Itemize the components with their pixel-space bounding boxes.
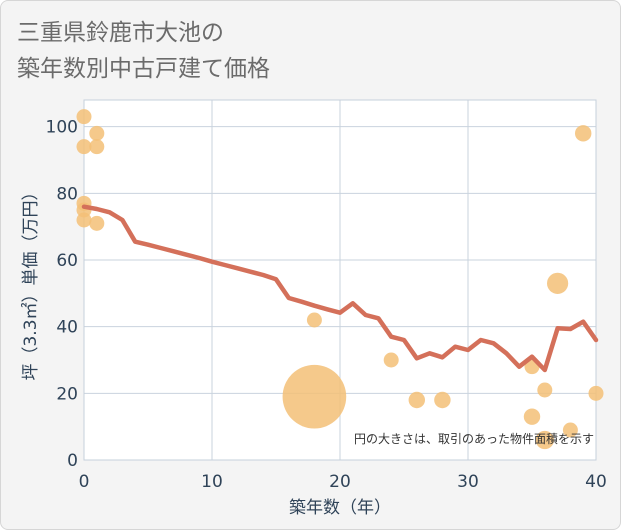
data-point — [89, 125, 105, 141]
data-point — [434, 391, 451, 409]
data-point — [306, 312, 322, 328]
size-annotation: 円の大きさは、取引のあった物件面積を示す — [354, 431, 594, 446]
data-point — [383, 352, 399, 368]
x-tick-label: 30 — [457, 472, 479, 492]
chart-title: 三重県鈴鹿市大池の 築年数別中古戸建て価格 — [17, 20, 270, 82]
data-point — [408, 391, 426, 409]
data-point — [523, 408, 541, 425]
y-tick-label: 20 — [56, 384, 78, 404]
data-point — [76, 109, 92, 125]
y-axis-title: 坪（3.3㎡）単価（万円） — [21, 183, 41, 380]
data-point — [535, 430, 554, 450]
average-line-series — [81, 204, 599, 373]
bubble-series — [76, 109, 604, 450]
average-price-line — [81, 204, 599, 373]
x-tick-labels: 0 10 20 30 40 — [79, 472, 607, 492]
x-axis-title: 築年数（年） — [289, 498, 391, 518]
data-point — [574, 125, 592, 142]
data-point — [76, 139, 92, 155]
y-tick-label: 80 — [56, 184, 78, 204]
y-tick-labels: 0 20 40 60 80 100 — [46, 118, 78, 471]
x-tick-label: 40 — [585, 472, 607, 492]
data-point — [588, 385, 604, 401]
data-point — [89, 215, 105, 231]
data-point — [546, 272, 569, 294]
y-tick-label: 40 — [56, 318, 78, 338]
data-point — [282, 364, 347, 429]
y-tick-label: 100 — [46, 118, 78, 138]
y-tick-label: 0 — [67, 451, 78, 471]
data-point — [562, 422, 578, 438]
x-tick-label: 10 — [201, 472, 223, 492]
y-tick-label: 60 — [56, 251, 78, 271]
plot-border — [83, 99, 597, 461]
data-point — [537, 382, 553, 398]
x-tick-label: 0 — [79, 472, 90, 492]
grid-lines — [83, 99, 597, 461]
data-point — [89, 139, 105, 155]
data-point — [76, 212, 92, 228]
x-tick-label: 20 — [329, 472, 351, 492]
